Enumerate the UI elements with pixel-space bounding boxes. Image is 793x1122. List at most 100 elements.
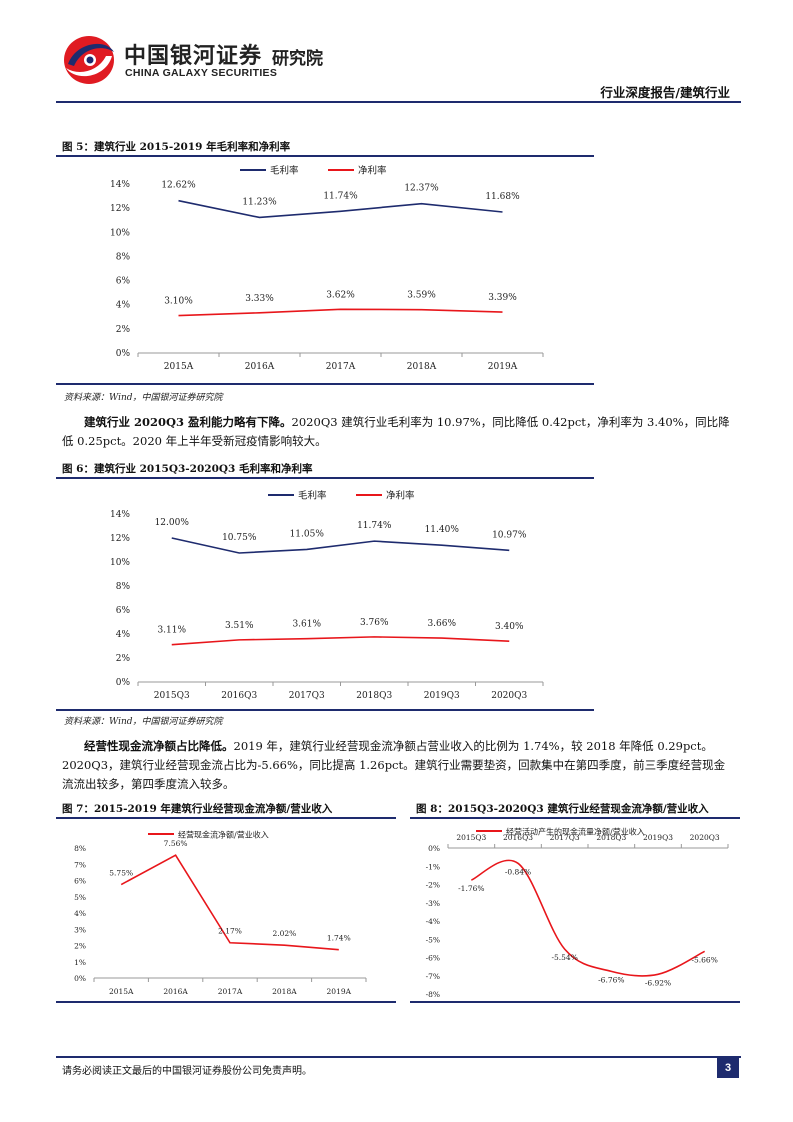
paragraph-cashflow-text: 2019 年，建筑行业经营现金流净额占营业收入的比例为 1.74%，较 2018… <box>62 739 726 791</box>
fig5-bottom-rule <box>56 383 594 385</box>
x-tick-label: 2019Q3 <box>424 691 460 701</box>
fig5-source: 资料来源：Wind，中国银河证券研究院 <box>64 393 223 403</box>
data-label: 3.39% <box>488 293 517 303</box>
data-label: 1.74% <box>327 934 351 943</box>
data-label: 10.97% <box>492 530 527 540</box>
data-label: -6.92% <box>645 978 671 987</box>
fig5-chart: 0% 2% 4% 6% 8% 10% 12% 14% 2015A 2016A 2017A 2018A 2… <box>110 165 544 372</box>
fig7-bottom-rule <box>56 1001 396 1003</box>
legend-label: 净利率 <box>386 490 415 502</box>
data-label: -5.66% <box>691 955 717 964</box>
x-tick-label: 2019A <box>488 362 518 372</box>
data-label: 3.10% <box>164 297 193 307</box>
footer-divider <box>56 1056 741 1058</box>
logo-chinese-name: 中国银河证券 <box>124 44 263 69</box>
x-tick-label: 2017Q3 <box>550 833 580 842</box>
x-tick-label: 2016Q3 <box>221 691 257 701</box>
y-tick-label: 12% <box>110 204 130 214</box>
fig6-title: 图 6：建筑行业 2015Q3-2020Q3 毛利率和净利率 <box>62 463 313 475</box>
data-label: 2.02% <box>272 929 296 938</box>
x-tick-label: 2017A <box>326 362 356 372</box>
x-tick-label: 2019A <box>327 987 352 996</box>
y-tick-label: 4% <box>74 909 86 918</box>
y-tick-label: 10% <box>110 558 130 568</box>
y-tick-label: 14% <box>110 510 130 520</box>
page-number: 3 <box>717 1058 739 1078</box>
x-tick-label: 2018A <box>272 987 297 996</box>
legend-label: 经营现金流净额/营业收入 <box>178 830 269 840</box>
x-tick-label: 2015Q3 <box>154 691 190 701</box>
data-label: -1.76% <box>458 884 484 893</box>
footer-disclaimer: 请务必阅读正文最后的中国银河证券股份公司免责声明。 <box>62 1066 312 1077</box>
x-tick-label: 2018Q3 <box>596 833 626 842</box>
legend-label: 净利率 <box>358 165 387 177</box>
series-line-0 <box>470 859 706 977</box>
x-tick-label: 2017A <box>218 987 243 996</box>
fig5-title: 图 5：建筑行业 2015-2019 年毛利率和净利率 <box>62 141 291 153</box>
data-label: 12.62% <box>161 181 196 191</box>
data-label: 3.62% <box>326 290 355 300</box>
x-tick-label: 2015A <box>164 362 194 372</box>
y-tick-label: 6% <box>116 277 131 287</box>
data-label: 3.40% <box>495 622 524 632</box>
data-label: 12.00% <box>155 518 190 528</box>
fig7-chart: 0% 1% 2% 3% 4% 5% 6% 7% 8% 2015A 2016A 2017A 2018A 20… <box>74 830 367 996</box>
y-tick-label: 2% <box>116 325 131 335</box>
fig6-source: 资料来源：Wind，中国银河证券研究院 <box>64 717 223 727</box>
y-tick-label: 0% <box>116 678 131 688</box>
x-tick-label: 2016A <box>163 987 188 996</box>
x-tick-label: 2018Q3 <box>356 691 392 701</box>
y-tick-label: 14% <box>110 180 130 190</box>
y-tick-label: 5% <box>74 893 86 902</box>
data-label: 3.51% <box>225 621 254 631</box>
y-tick-label: 12% <box>110 534 130 544</box>
data-label: 3.59% <box>407 291 436 301</box>
y-tick-label: 0% <box>74 974 86 983</box>
y-tick-label: 10% <box>110 228 130 238</box>
y-tick-label: 7% <box>74 860 86 869</box>
data-label: 11.40% <box>425 525 460 535</box>
y-tick-label: 2% <box>116 654 131 664</box>
x-tick-label: 2018A <box>407 362 437 372</box>
fig8-top-rule <box>410 817 740 819</box>
y-tick-label: -2% <box>426 881 440 890</box>
x-tick-label: 2015Q3 <box>456 833 486 842</box>
paragraph-cashflow-heading: 经营性现金流净额占比降低。 <box>84 739 234 753</box>
fig5-top-rule <box>56 155 594 157</box>
data-label: -6.76% <box>598 975 624 984</box>
header-divider <box>56 101 741 103</box>
series-line-0 <box>120 854 339 951</box>
data-label: 11.23% <box>242 197 277 207</box>
x-tick-label: 2016Q3 <box>503 833 533 842</box>
data-label: 3.61% <box>292 620 321 630</box>
legend-label: 毛利率 <box>270 165 299 177</box>
legend-label: 经营活动产生的现金流量净额/营业收入 <box>506 827 645 837</box>
y-tick-label: 4% <box>116 301 131 311</box>
galaxy-logo-icon <box>64 36 114 84</box>
series-line-0 <box>171 537 510 554</box>
data-label: 11.74% <box>357 521 392 531</box>
fig8-title: 图 8：2015Q3-2020Q3 建筑行业经营现金流净额/营业收入 <box>416 803 709 815</box>
y-tick-label: -5% <box>426 935 440 944</box>
series-line-1 <box>178 308 503 317</box>
fig6-bottom-rule <box>56 709 594 711</box>
fig6-top-rule <box>56 477 594 479</box>
series-line-0 <box>178 199 503 219</box>
data-label: 12.37% <box>404 184 439 194</box>
x-tick-label: 2020Q3 <box>491 691 527 701</box>
company-logo: 中国银河证券 CHINA GALAXY SECURITIES 研究院 <box>62 34 352 86</box>
paragraph-profitability: 建筑行业 2020Q3 盈利能力略有下降。2020Q3 建筑行业毛利率为 10.… <box>62 413 730 451</box>
data-label: 5.75% <box>109 869 133 878</box>
data-label: 2.17% <box>218 927 242 936</box>
fig7-title: 图 7：2015-2019 年建筑行业经营现金流净额/营业收入 <box>62 803 333 815</box>
x-tick-label: 2017Q3 <box>289 691 325 701</box>
y-tick-label: 0% <box>428 844 440 853</box>
y-tick-label: -8% <box>426 990 440 999</box>
logo-institute: 研究院 <box>272 49 323 69</box>
data-label: -5.54% <box>551 953 577 962</box>
y-tick-label: 6% <box>74 877 86 886</box>
paragraph-cashflow: 经营性现金流净额占比降低。2019 年，建筑行业经营现金流净额占营业收入的比例为… <box>62 737 730 794</box>
data-label: 3.11% <box>157 626 186 636</box>
y-tick-label: 8% <box>116 582 131 592</box>
y-tick-label: 4% <box>116 630 131 640</box>
